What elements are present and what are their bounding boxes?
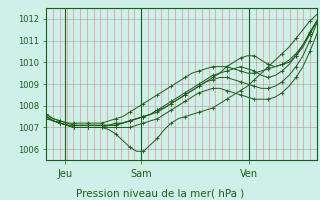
Text: Pression niveau de la mer( hPa ): Pression niveau de la mer( hPa ) xyxy=(76,188,244,198)
